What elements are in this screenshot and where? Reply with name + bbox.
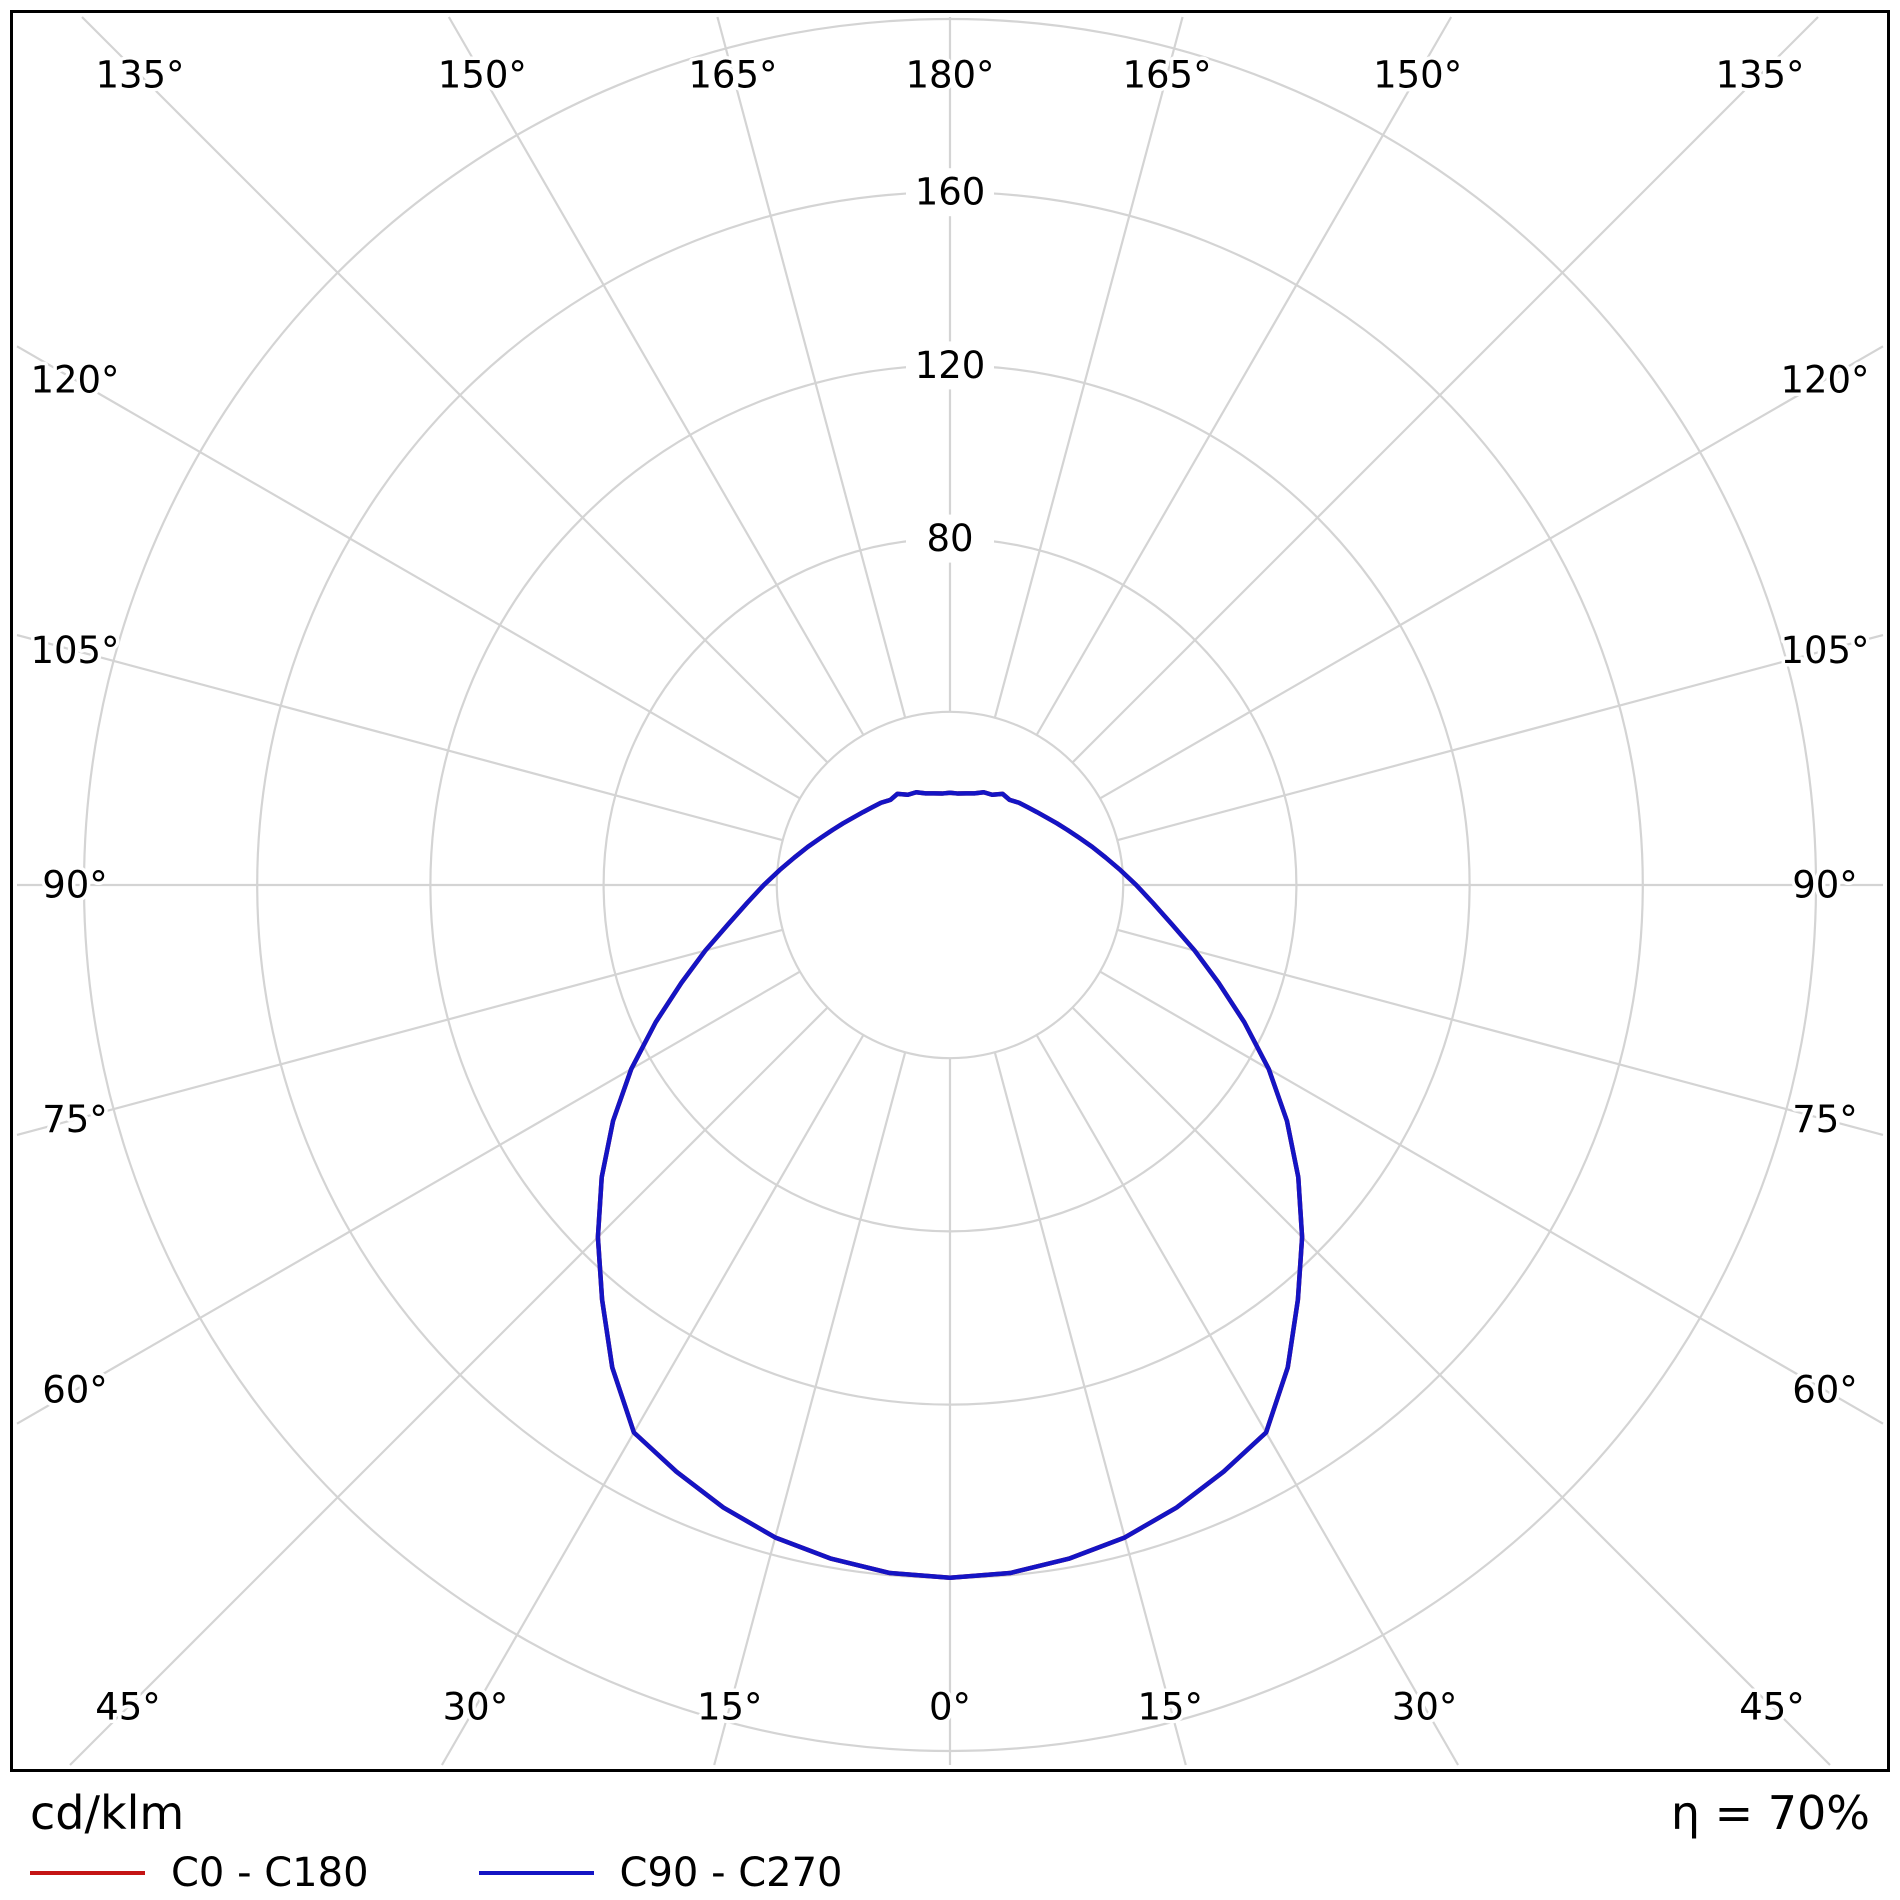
svg-text:105°: 105°: [30, 629, 119, 672]
svg-text:15°: 15°: [697, 1686, 763, 1729]
svg-text:135°: 135°: [1715, 54, 1804, 97]
svg-text:90°: 90°: [1792, 864, 1858, 907]
svg-text:30°: 30°: [443, 1686, 509, 1729]
svg-text:165°: 165°: [688, 54, 777, 97]
polar-chart-frame: 0° 15° 15° 30° 30° 45° 45° 60° 60° 75° 75° 90° 90° 10…: [10, 10, 1890, 1772]
svg-text:45°: 45°: [1739, 1686, 1805, 1729]
svg-text:120°: 120°: [30, 358, 119, 401]
efficiency-label: η = 70%: [1670, 1786, 1870, 1840]
svg-text:150°: 150°: [1373, 54, 1462, 97]
legend-label-c0-c180: C0 - C180: [171, 1850, 369, 1896]
svg-text:75°: 75°: [1792, 1098, 1858, 1141]
svg-text:45°: 45°: [95, 1686, 161, 1729]
svg-text:80: 80: [926, 517, 973, 560]
c90-c270-line-swatch: [478, 1871, 594, 1875]
svg-text:150°: 150°: [438, 54, 527, 97]
svg-text:60°: 60°: [42, 1369, 108, 1412]
svg-text:60°: 60°: [1792, 1369, 1858, 1412]
svg-text:75°: 75°: [42, 1098, 108, 1141]
chart-footer: cd/klm η = 70%: [30, 1786, 1870, 1840]
svg-text:0°: 0°: [929, 1686, 971, 1729]
svg-text:160: 160: [915, 171, 986, 214]
legend: C0 - C180 C90 - C270: [30, 1850, 953, 1896]
svg-text:135°: 135°: [95, 54, 184, 97]
legend-label-c90-c270: C90 - C270: [619, 1850, 843, 1896]
unit-label: cd/klm: [30, 1786, 185, 1840]
legend-item-c0-c180: C0 - C180: [30, 1850, 369, 1896]
svg-text:165°: 165°: [1122, 54, 1211, 97]
svg-text:120: 120: [915, 344, 986, 387]
svg-text:15°: 15°: [1137, 1686, 1203, 1729]
svg-text:30°: 30°: [1392, 1686, 1458, 1729]
svg-text:90°: 90°: [42, 864, 108, 907]
svg-text:105°: 105°: [1780, 629, 1869, 672]
svg-text:120°: 120°: [1780, 358, 1869, 401]
c0-c180-line-swatch: [30, 1871, 145, 1875]
svg-text:180°: 180°: [905, 54, 994, 97]
polar-chart: 0° 15° 15° 30° 30° 45° 45° 60° 60° 75° 75° 90° 90° 10…: [16, 16, 1884, 1766]
legend-item-c90-c270: C90 - C270: [478, 1850, 843, 1896]
